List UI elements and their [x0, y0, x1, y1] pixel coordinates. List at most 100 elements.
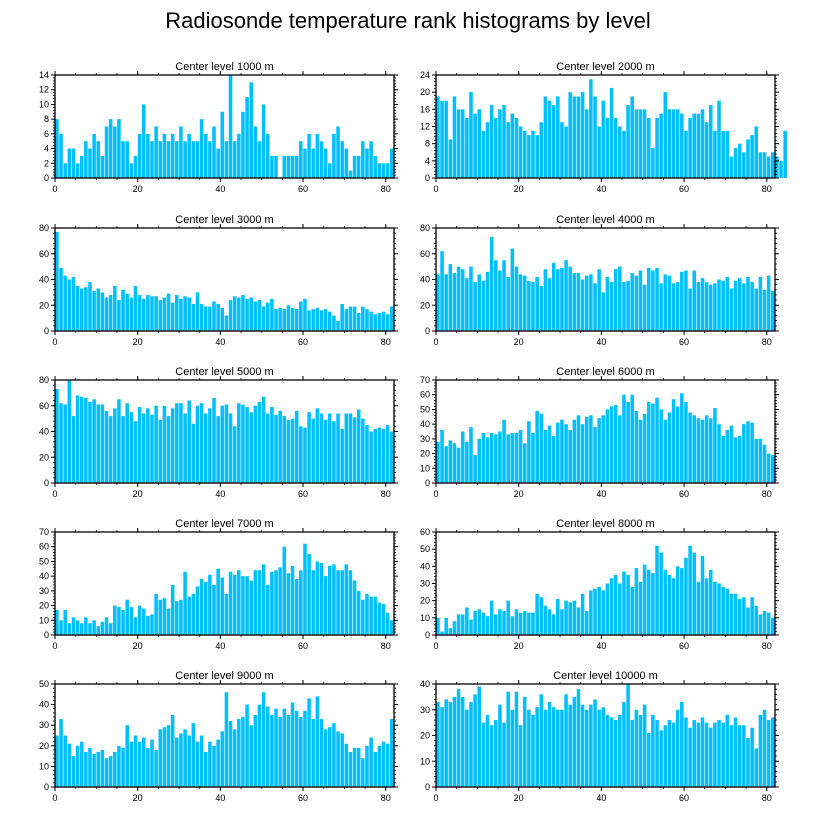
histogram-bar: [659, 409, 663, 483]
histogram-bar: [522, 275, 527, 331]
histogram-bar: [494, 117, 498, 178]
histogram-bar: [55, 389, 59, 483]
histogram-bar: [452, 273, 457, 331]
histogram-bar: [303, 710, 307, 787]
histogram-bar: [646, 402, 651, 483]
y-tick-label: 2: [44, 158, 49, 168]
y-tick-label: 10: [420, 463, 430, 473]
histogram-bar: [381, 311, 386, 331]
histogram-bar: [460, 614, 465, 635]
histogram-bar: [704, 722, 709, 788]
histogram-bar: [232, 141, 237, 178]
histogram-bar: [547, 100, 552, 178]
histogram-bar: [655, 267, 659, 331]
histogram-bar: [651, 147, 655, 178]
histogram-bar: [622, 282, 626, 331]
histogram-bar: [344, 148, 349, 178]
histogram-bar: [224, 593, 229, 635]
histogram-bar: [783, 130, 787, 178]
histogram-bar: [618, 126, 622, 178]
histogram-bar: [646, 732, 651, 787]
panel-title: Center level 7000 m: [175, 518, 273, 530]
x-tick-label: 0: [433, 184, 438, 194]
histogram-bar: [646, 569, 651, 635]
histogram-bar: [286, 573, 291, 635]
histogram-bar: [348, 413, 353, 483]
histogram-bar: [498, 431, 502, 483]
histogram-bar: [67, 148, 72, 178]
histogram-bar: [576, 689, 581, 787]
histogram-bar: [535, 593, 539, 635]
histogram-bar: [141, 298, 146, 331]
x-tick-label: 20: [514, 489, 524, 499]
x-tick-label: 80: [381, 337, 391, 347]
histogram-bar: [290, 565, 295, 635]
histogram-bar: [208, 408, 212, 483]
x-tick-label: 60: [679, 489, 689, 499]
x-tick-label: 80: [381, 793, 391, 803]
histogram-bar: [667, 412, 672, 483]
histogram-bar: [440, 631, 444, 635]
histogram-bar: [535, 410, 539, 483]
histogram-bar: [108, 119, 113, 178]
histogram-bar: [510, 432, 515, 483]
histogram-bar: [742, 283, 746, 331]
histogram-bar: [199, 579, 204, 635]
histogram-bar: [688, 412, 692, 483]
histogram-bar: [568, 602, 572, 635]
x-tick-label: 0: [433, 489, 438, 499]
histogram-bar: [709, 105, 713, 178]
histogram-bar: [448, 628, 453, 635]
histogram-bar: [88, 623, 92, 635]
histogram-bar: [183, 413, 187, 483]
histogram-bar: [315, 307, 320, 331]
histogram-bar: [696, 113, 701, 179]
histogram-bar: [290, 702, 295, 787]
histogram-bar: [485, 122, 490, 178]
histogram-bar: [356, 747, 361, 787]
histogram-bar: [381, 741, 386, 787]
histogram-bar: [104, 758, 109, 787]
histogram-bar: [584, 709, 589, 787]
histogram-bar: [742, 725, 746, 787]
histogram-bar: [385, 612, 390, 635]
histogram-bar: [199, 403, 204, 483]
histogram-bar: [704, 122, 709, 178]
histogram-bar: [518, 126, 523, 178]
histogram-bar: [737, 725, 742, 787]
histogram-bar: [601, 292, 606, 332]
histogram-bar: [605, 276, 610, 331]
histogram-bar: [779, 160, 783, 178]
histogram-bar: [166, 141, 171, 178]
histogram-bar: [494, 434, 498, 483]
histogram-bar: [659, 552, 663, 635]
histogram-bar: [63, 275, 67, 331]
histogram-bar: [170, 408, 175, 483]
histogram-bar: [348, 170, 353, 178]
histogram-bar: [278, 410, 282, 483]
histogram-bar: [319, 310, 324, 331]
histogram-bar: [651, 270, 655, 331]
y-tick-label: 8: [44, 114, 49, 124]
x-tick-label: 40: [596, 184, 606, 194]
histogram-bar: [67, 743, 72, 787]
y-tick-label: 60: [39, 542, 49, 552]
histogram-bar: [717, 583, 721, 635]
histogram-bar: [216, 568, 220, 635]
y-tick-label: 4: [44, 144, 49, 154]
histogram-bar: [750, 135, 754, 178]
histogram-bar: [584, 416, 589, 483]
y-tick-label: 0: [44, 478, 49, 488]
histogram-bar: [175, 294, 179, 331]
histogram-bar: [494, 720, 498, 787]
histogram-bar: [84, 751, 88, 787]
histogram-bar: [212, 398, 216, 483]
histogram-bar: [220, 577, 225, 635]
histogram-bar: [539, 694, 544, 787]
histogram-bar: [766, 453, 771, 483]
histogram-bar: [361, 599, 365, 635]
x-tick-label: 60: [679, 184, 689, 194]
histogram-bar: [477, 274, 482, 331]
histogram-bar: [67, 279, 72, 331]
histogram-bar: [688, 117, 692, 178]
